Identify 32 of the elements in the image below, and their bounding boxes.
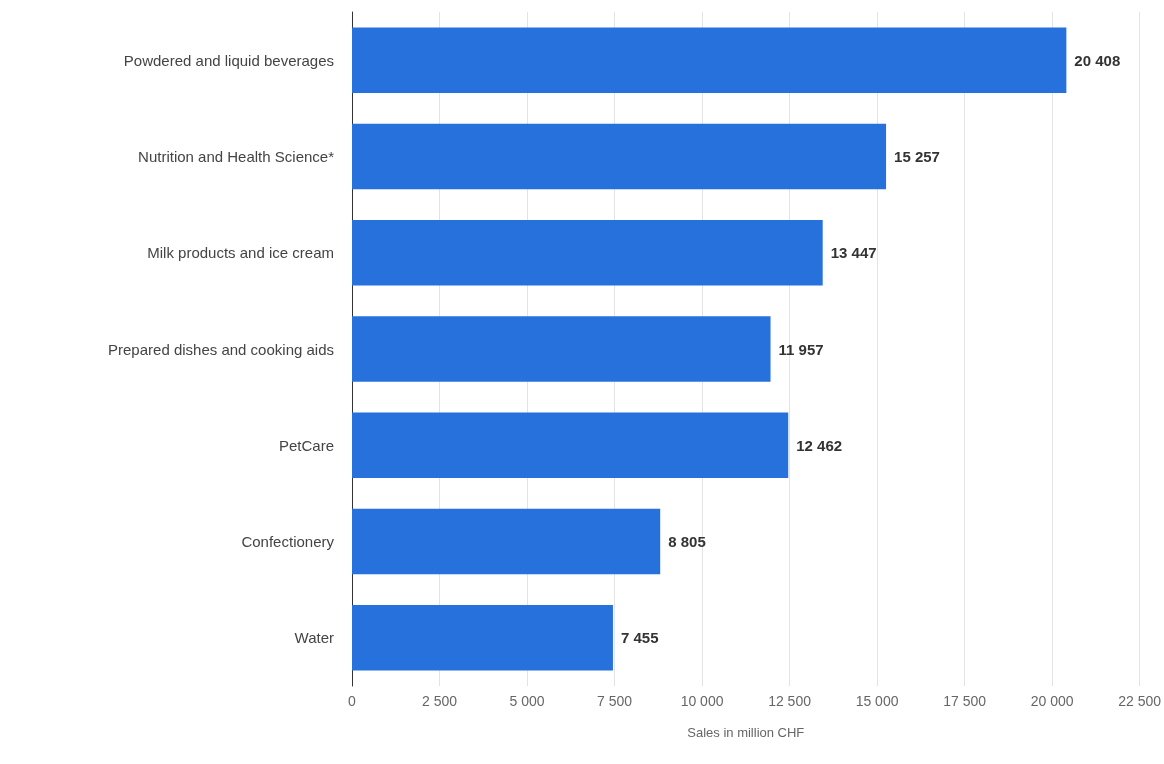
bar [352,316,771,382]
x-tick-label: 12 500 [768,693,812,709]
y-tick-label: PetCare [278,436,334,454]
y-tick-label: Confectionery [241,533,335,551]
x-tick-label: 0 [348,693,357,709]
x-tick-label: 15 000 [855,693,899,709]
x-tick-label: 7 500 [597,693,633,709]
x-tick-label: 22 500 [1118,693,1162,709]
bar [352,508,661,575]
x-tick-label: 20 000 [1030,693,1074,709]
x-tick-label: 2 500 [421,693,458,709]
data-label: 11 957 [778,340,824,358]
y-tick-label: Nutrition and Health Science* [138,147,335,165]
y-tick-label: Powdered and liquid beverages [123,51,334,69]
bar [352,123,887,190]
data-label: 20 408 [1074,51,1121,69]
data-label: 15 257 [894,147,940,165]
y-tick-label: Prepared dishes and cooking aids [108,340,334,358]
data-label: 7 455 [620,629,659,647]
data-label: 8 805 [668,533,706,551]
y-tick-label: Milk products and ice cream [147,244,334,262]
bar [352,412,789,479]
x-tick-label: 10 000 [680,693,724,709]
bar [352,27,1067,93]
bar [352,219,823,286]
x-tick-label: 17 500 [943,693,987,709]
data-label: 12 462 [796,436,843,454]
data-label: 13 447 [830,244,877,262]
y-tick-label: Water [294,629,334,647]
bar [352,605,613,671]
x-tick-label: 5 000 [509,693,545,709]
x-axis-title: Sales in million CHF [687,725,805,740]
